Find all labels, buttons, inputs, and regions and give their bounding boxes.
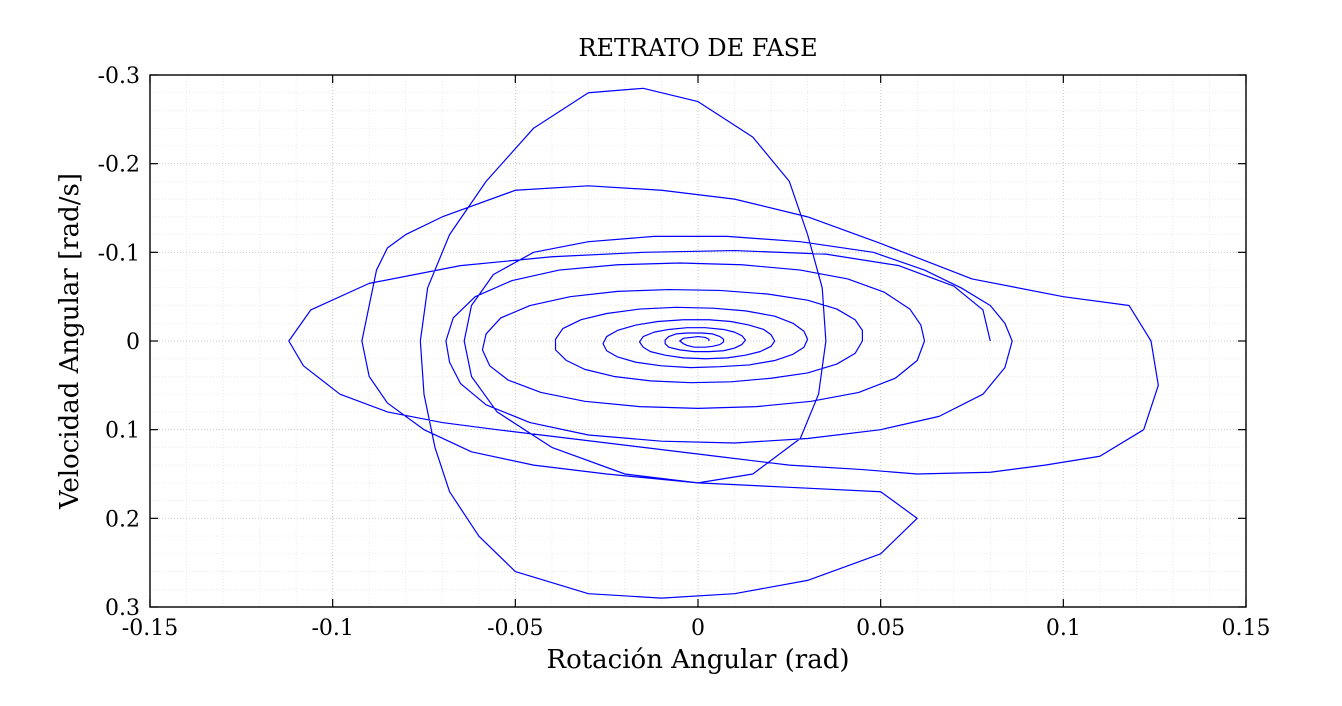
- x-tick-label: 0.1: [1046, 616, 1081, 641]
- x-tick-label: -0.05: [487, 616, 543, 641]
- y-axis-title: Velocidad Angular [rad/s]: [55, 173, 85, 510]
- series-layer: [288, 87, 1159, 599]
- ticks: [149, 74, 1247, 608]
- x-axis-title: Rotación Angular (rad): [547, 645, 850, 675]
- y-tick-label: 0.3: [105, 596, 140, 621]
- x-tick-label: -0.15: [122, 616, 178, 641]
- phase-trajectory-line-1: [288, 87, 1159, 599]
- y-tick-label: 0: [126, 330, 140, 355]
- x-tick-label: 0.05: [856, 616, 905, 641]
- y-tick-label: -0.1: [98, 241, 140, 266]
- x-tick-label: 0: [691, 616, 705, 641]
- y-tick-label: -0.2: [98, 153, 140, 178]
- y-tick-label: 0.2: [105, 507, 140, 532]
- x-tick-label: -0.1: [311, 616, 353, 641]
- tick-labels: -0.15 -0.1 -0.05 0 0.05 0.1 0.15 -0.3 -0.2 -0.1 0 0…: [98, 64, 1271, 641]
- y-tick-label: -0.3: [98, 64, 140, 89]
- chart-title: RETRATO DE FASE: [578, 34, 817, 62]
- y-tick-label: 0.1: [105, 419, 140, 444]
- x-tick-label: 0.15: [1222, 616, 1271, 641]
